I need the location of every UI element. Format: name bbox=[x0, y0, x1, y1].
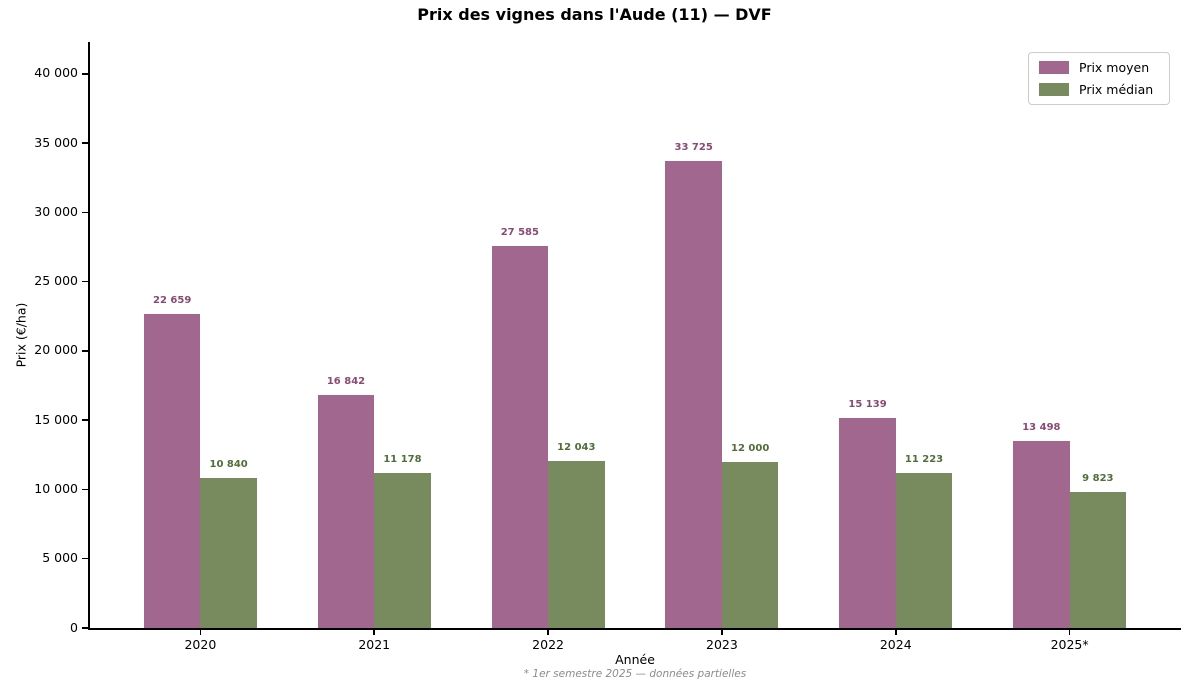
x-tick bbox=[547, 630, 549, 635]
legend-swatch-prix-moyen bbox=[1039, 61, 1069, 74]
x-tick bbox=[199, 630, 202, 635]
bar-value-label: 22 659 bbox=[153, 295, 192, 307]
x-tick bbox=[373, 630, 375, 635]
bar-prix-median-2022 bbox=[548, 461, 605, 628]
x-tick bbox=[721, 630, 723, 635]
bar-value-label: 12 043 bbox=[557, 442, 596, 454]
legend-item-prix-moyen: Prix moyen bbox=[1039, 60, 1159, 75]
x-tick-label: 2023 bbox=[706, 637, 738, 652]
y-tick bbox=[82, 488, 88, 491]
legend-swatch-prix-median bbox=[1039, 83, 1069, 96]
y-tick bbox=[82, 211, 88, 214]
y-tick-label: 35 000 bbox=[34, 134, 78, 150]
bar-value-label: 15 139 bbox=[848, 399, 887, 411]
bar-value-label: 13 498 bbox=[1022, 422, 1061, 433]
bar-prix-moyen-2024 bbox=[839, 418, 896, 628]
bar-value-label: 16 842 bbox=[326, 375, 366, 387]
y-tick-label: 20 000 bbox=[34, 342, 78, 358]
bar-prix-median-2021 bbox=[374, 473, 431, 628]
bar-prix-moyen-2022 bbox=[491, 245, 549, 628]
y-tick-label: 0 bbox=[70, 619, 78, 635]
x-tick-label: 2025* bbox=[1050, 637, 1089, 652]
chart-title: Prix des vignes dans l'Aude (11) — DVF bbox=[417, 5, 772, 24]
bar-value-label: 9 823 bbox=[1082, 472, 1114, 484]
bar-value-label: 11 223 bbox=[904, 453, 944, 465]
x-tick-label: 2021 bbox=[358, 637, 391, 652]
bar-prix-moyen-2023 bbox=[665, 160, 722, 628]
bar-prix-median-2023 bbox=[721, 461, 779, 628]
y-tick-label: 10 000 bbox=[34, 480, 78, 496]
legend: Prix moyen Prix médian bbox=[1028, 52, 1170, 105]
x-axis-spine bbox=[88, 628, 1181, 630]
y-tick bbox=[82, 350, 88, 352]
bar-value-label: 11 178 bbox=[383, 454, 422, 466]
bar-value-label: 27 585 bbox=[500, 226, 539, 238]
y-tick bbox=[82, 73, 88, 75]
bar-value-label: 10 840 bbox=[209, 458, 248, 470]
x-axis-label: Année bbox=[615, 652, 655, 667]
y-tick bbox=[82, 142, 88, 144]
y-tick-label: 30 000 bbox=[34, 203, 78, 219]
y-tick-label: 15 000 bbox=[34, 411, 78, 427]
bar-prix-moyen-2021 bbox=[317, 394, 375, 628]
x-tick bbox=[895, 630, 897, 635]
x-tick-label: 2024 bbox=[879, 637, 912, 652]
y-tick bbox=[82, 280, 88, 283]
footnote: * 1er semestre 2025 — données partielles bbox=[523, 668, 747, 680]
x-tick-label: 2020 bbox=[184, 637, 217, 652]
bar-prix-moyen-2020 bbox=[143, 314, 201, 628]
y-tick bbox=[82, 557, 88, 560]
x-tick-label: 2022 bbox=[532, 637, 564, 652]
bar-value-label: 33 725 bbox=[674, 141, 713, 153]
bar-prix-median-2024 bbox=[895, 472, 953, 628]
y-axis-spine bbox=[88, 42, 90, 630]
y-tick bbox=[82, 627, 88, 629]
bar-value-label: 12 000 bbox=[731, 442, 770, 454]
y-tick-label: 40 000 bbox=[34, 65, 78, 81]
bar-prix-median-2025* bbox=[1069, 491, 1127, 628]
bar-prix-median-2020 bbox=[200, 477, 257, 628]
y-tick bbox=[82, 419, 88, 421]
bar-prix-moyen-2025* bbox=[1013, 441, 1070, 628]
y-tick-label: 5 000 bbox=[42, 550, 78, 566]
legend-label-prix-median: Prix médian bbox=[1079, 82, 1154, 97]
y-axis-label: Prix (€/ha) bbox=[13, 302, 29, 368]
legend-item-prix-median: Prix médian bbox=[1039, 82, 1159, 97]
legend-label-prix-moyen: Prix moyen bbox=[1079, 60, 1150, 75]
x-tick bbox=[1068, 630, 1071, 635]
y-tick-label: 25 000 bbox=[34, 273, 78, 289]
